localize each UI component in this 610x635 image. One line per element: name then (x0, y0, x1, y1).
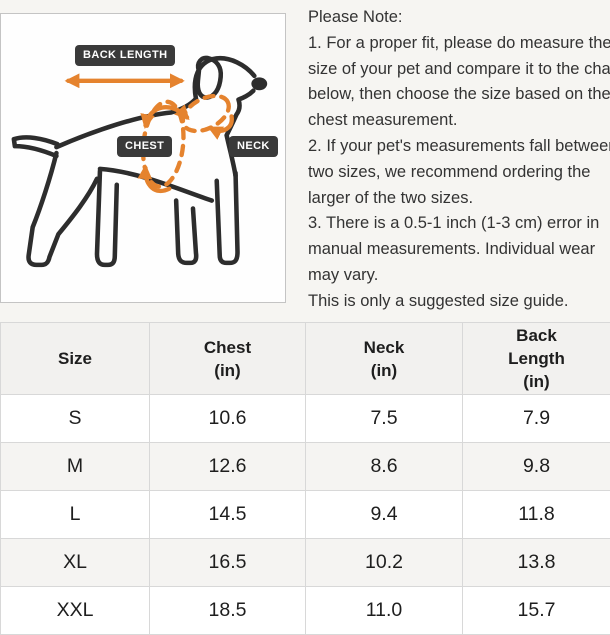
note-line: may vary. (308, 263, 610, 289)
note-line: size of your pet and compare it to the c… (308, 57, 610, 83)
dog-head (195, 58, 254, 98)
cell-size: L (1, 491, 150, 539)
size-table: Size Chest (in) Neck (in) Back Length (i… (0, 322, 610, 635)
dog-chest-front (227, 91, 254, 176)
please-note-section: Please Note: 1. For a proper fit, please… (308, 5, 610, 315)
back-length-label: BACK LENGTH (75, 45, 175, 66)
cell-neck: 11.0 (306, 587, 463, 635)
cell-back-length: 9.8 (463, 443, 610, 491)
note-line: chest measurement. (308, 108, 610, 134)
table-row: XL 16.5 10.2 13.8 (1, 539, 610, 587)
cell-chest: 18.5 (150, 587, 306, 635)
size-table-section: Size Chest (in) Neck (in) Back Length (i… (0, 322, 610, 635)
neck-label: NECK (229, 136, 278, 157)
dog-rear-leg-far (97, 171, 117, 265)
cell-back-length: 7.9 (463, 395, 610, 443)
dog-nose (251, 77, 267, 90)
note-line: two sizes, we recommend ordering the (308, 160, 610, 186)
col-header-chest: Chest (in) (150, 323, 306, 395)
cell-chest: 12.6 (150, 443, 306, 491)
cell-back-length: 11.8 (463, 491, 610, 539)
note-line: This is only a suggested size guide. (308, 289, 610, 315)
cell-chest: 10.6 (150, 395, 306, 443)
table-row: L 14.5 9.4 11.8 (1, 491, 610, 539)
dog-front-leg-near (176, 201, 196, 263)
size-guide-page: { "diagram": { "labels": { "back_length"… (0, 0, 610, 610)
note-line: 1. For a proper fit, please do measure t… (308, 31, 610, 57)
cell-chest: 14.5 (150, 491, 306, 539)
chest-label: CHEST (117, 136, 172, 157)
table-row: S 10.6 7.5 7.9 (1, 395, 610, 443)
cell-back-length: 13.8 (463, 539, 610, 587)
cell-back-length: 15.7 (463, 587, 610, 635)
cell-neck: 7.5 (306, 395, 463, 443)
cell-neck: 8.6 (306, 443, 463, 491)
cell-size: XXL (1, 587, 150, 635)
dog-rear-leg-near (29, 153, 97, 265)
note-line: larger of the two sizes. (308, 186, 610, 212)
cell-neck: 9.4 (306, 491, 463, 539)
table-row: XXL 18.5 11.0 15.7 (1, 587, 610, 635)
cell-chest: 16.5 (150, 539, 306, 587)
col-header-back-length: Back Length (in) (463, 323, 610, 395)
dog-measurement-diagram: BACK LENGTH CHEST NECK (0, 13, 286, 303)
col-header-neck: Neck (in) (306, 323, 463, 395)
note-line: manual measurements. Individual wear (308, 237, 610, 263)
cell-neck: 10.2 (306, 539, 463, 587)
dog-front-leg-far (217, 173, 238, 263)
note-title: Please Note: (308, 5, 610, 31)
cell-size: M (1, 443, 150, 491)
note-line: 3. There is a 0.5-1 inch (1-3 cm) error … (308, 211, 610, 237)
note-line: below, then choose the size based on the (308, 82, 610, 108)
table-row: M 12.6 8.6 9.8 (1, 443, 610, 491)
table-header-row: Size Chest (in) Neck (in) Back Length (i… (1, 323, 610, 395)
cell-size: S (1, 395, 150, 443)
col-header-size: Size (1, 323, 150, 395)
cell-size: XL (1, 539, 150, 587)
note-line: 2. If your pet's measurements fall betwe… (308, 134, 610, 160)
dog-outline (14, 58, 267, 265)
dog-tail (14, 137, 58, 156)
